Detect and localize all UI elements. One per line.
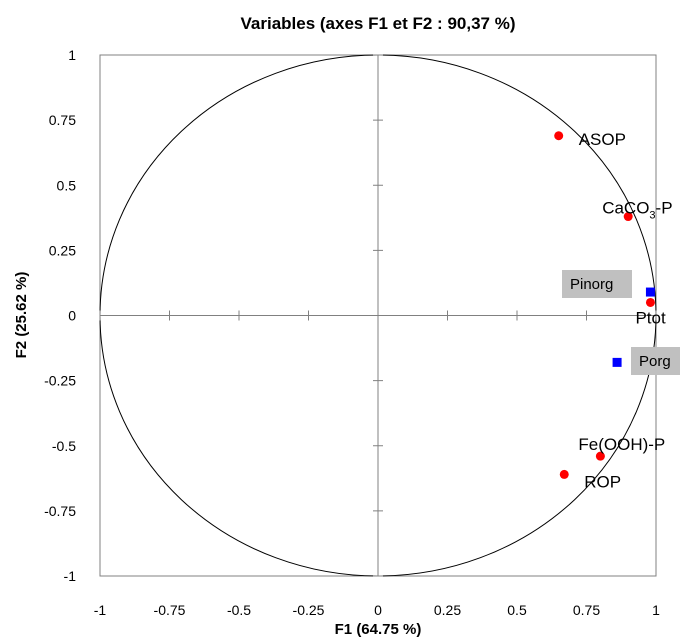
point-label: Fe(OOH)-P: [578, 435, 665, 454]
point-label-box: [562, 270, 632, 298]
x-tick-label: 1: [652, 602, 660, 618]
point-label-part: CaCO: [602, 199, 649, 218]
data-point-circle: [595, 451, 605, 461]
y-axis-label: F2 (25.62 %): [13, 272, 30, 359]
y-tick-label: 0.5: [57, 177, 77, 193]
y-tick-label: -0.5: [52, 438, 76, 454]
point-label: ROP: [584, 472, 621, 491]
y-tick-label: 0: [68, 308, 76, 324]
point-label: Porg: [639, 353, 671, 370]
point-label: Ptot: [635, 308, 666, 327]
point-label: Pinorg: [570, 276, 613, 293]
y-tick-label: 0.75: [49, 112, 76, 128]
point-label-part: -P: [656, 199, 673, 218]
x-tick-label: -0.75: [154, 602, 186, 618]
point-label-part: 3: [649, 210, 655, 222]
y-tick-label: -0.75: [44, 503, 76, 519]
data-point-square: [612, 357, 622, 367]
data-point-circle: [559, 469, 569, 479]
x-tick-label: -1: [94, 602, 107, 618]
data-point-circle: [645, 297, 655, 307]
data-point-square: [645, 287, 655, 297]
x-axis-label: F1 (64.75 %): [335, 621, 422, 638]
y-tick-label: -0.25: [44, 373, 76, 389]
chart-title: Variables (axes F1 et F2 : 90,37 %): [241, 14, 516, 33]
point-label-part: ASOP: [579, 130, 626, 149]
x-tick-label: 0.5: [507, 602, 527, 618]
x-tick-label: 0.75: [573, 602, 600, 618]
x-tick-label: 0: [374, 602, 382, 618]
point-label: ASOP: [579, 130, 626, 149]
point-label-part: Fe(OOH)-P: [578, 435, 665, 454]
point-label: CaCO3-P: [602, 199, 672, 222]
data-point-circle: [554, 131, 564, 141]
x-tick-label: -0.5: [227, 602, 251, 618]
point-label-part: ROP: [584, 472, 621, 491]
point-label-part: Ptot: [635, 308, 666, 327]
point-label-box: [631, 347, 680, 375]
data-point-circle: [623, 212, 633, 222]
y-tick-label: 0.25: [49, 242, 76, 258]
x-tick-label: -0.25: [293, 602, 325, 618]
x-tick-label: 0.25: [434, 602, 461, 618]
y-tick-label: -1: [64, 568, 77, 584]
y-tick-label: 1: [68, 47, 76, 63]
